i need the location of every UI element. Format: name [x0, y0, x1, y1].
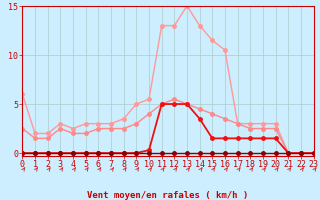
- X-axis label: Vent moyen/en rafales ( km/h ): Vent moyen/en rafales ( km/h ): [87, 191, 249, 200]
